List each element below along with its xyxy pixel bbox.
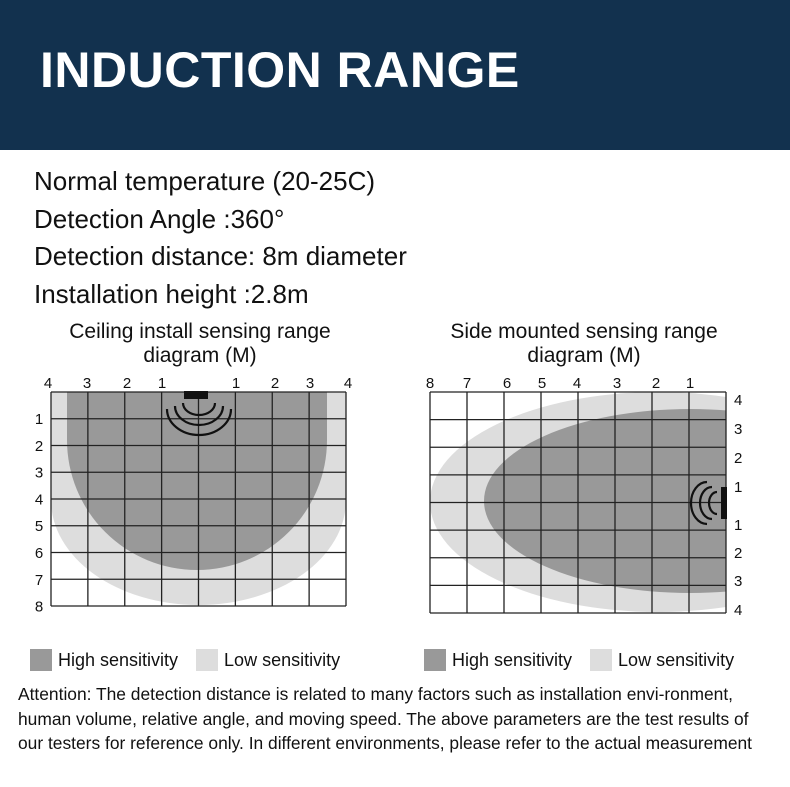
ceiling-left-tick-label: 7 xyxy=(35,572,43,589)
side-right-tick-label: 2 xyxy=(734,545,742,562)
side-top-tick-label: 1 xyxy=(686,375,694,392)
side-sensor-waves-icon xyxy=(689,480,718,526)
side-right-tick-label: 2 xyxy=(734,450,742,467)
side-top-tick-label: 5 xyxy=(538,375,546,392)
side-top-tick-label: 6 xyxy=(503,375,511,392)
ceiling-top-axis: 4 3 2 1 1 2 3 4 xyxy=(44,375,352,392)
side-diagram-title: Side mounted sensing range diagram (M) xyxy=(404,320,764,368)
side-range-diagram: 8 7 6 5 4 3 2 1 4 3 2 1 1 2 3 4 xyxy=(426,375,743,619)
ceiling-top-tick-label: 2 xyxy=(271,375,279,392)
low-sensitivity-label: Low sensitivity xyxy=(618,649,735,670)
side-top-tick-label: 3 xyxy=(613,375,621,392)
low-sensitivity-label: Low sensitivity xyxy=(224,649,341,670)
side-top-tick-label: 2 xyxy=(652,375,660,392)
ceiling-range-diagram: 4 3 2 1 1 2 3 4 1 2 3 4 5 6 7 8 xyxy=(35,375,352,616)
ceiling-legend: High sensitivity Low sensitivity xyxy=(30,648,358,672)
ceiling-left-tick-label: 4 xyxy=(35,491,43,508)
ceiling-left-tick-label: 1 xyxy=(35,411,43,428)
ceiling-top-tick-label: 3 xyxy=(306,375,314,392)
ceiling-left-tick-label: 8 xyxy=(35,599,43,616)
side-title-line1: Side mounted sensing range xyxy=(450,320,718,343)
ceiling-top-tick-label: 2 xyxy=(123,375,131,392)
side-right-tick-label: 3 xyxy=(734,573,742,590)
ceiling-top-tick-label: 1 xyxy=(158,375,166,392)
ceiling-title-line1: Ceiling install sensing range xyxy=(69,320,331,343)
side-legend: High sensitivity Low sensitivity xyxy=(424,648,752,672)
ceiling-top-tick-label: 4 xyxy=(44,375,52,392)
side-title-line2: diagram (M) xyxy=(527,344,641,367)
spec-installation-height: Installation height :2.8m xyxy=(34,278,309,309)
side-sensor-icon xyxy=(721,487,727,519)
ceiling-left-axis: 1 2 3 4 5 6 7 8 xyxy=(35,411,43,616)
ceiling-left-tick-label: 5 xyxy=(35,518,43,535)
low-sensitivity-swatch xyxy=(196,649,219,671)
high-sensitivity-label: High sensitivity xyxy=(452,649,573,670)
side-right-tick-label: 4 xyxy=(734,392,742,409)
ceiling-grid xyxy=(50,391,347,607)
ceiling-top-tick-label: 3 xyxy=(83,375,91,392)
side-right-tick-label: 4 xyxy=(734,602,742,619)
header-banner: INDUCTION RANGE xyxy=(0,0,790,150)
side-grid xyxy=(429,391,727,614)
side-top-axis: 8 7 6 5 4 3 2 1 xyxy=(426,375,694,392)
ceiling-left-tick-label: 3 xyxy=(35,465,43,482)
attention-note: Attention: The detection distance is rel… xyxy=(18,684,753,753)
ceiling-diagram-title: Ceiling install sensing range diagram (M… xyxy=(20,320,380,368)
high-sensitivity-swatch xyxy=(424,649,446,671)
side-high-sensitivity-zone xyxy=(484,409,726,593)
spec-detection-distance: Detection distance: 8m diameter xyxy=(34,241,407,271)
ceiling-top-tick-label: 4 xyxy=(344,375,352,392)
low-sensitivity-swatch xyxy=(590,649,613,671)
ceiling-sensor-waves-icon xyxy=(165,402,233,437)
side-right-tick-label: 1 xyxy=(734,517,742,534)
side-right-axis: 4 3 2 1 1 2 3 4 xyxy=(734,392,742,619)
page-title: INDUCTION RANGE xyxy=(40,42,520,98)
ceiling-left-tick-label: 2 xyxy=(35,438,43,455)
ceiling-sensor-icon xyxy=(184,391,208,399)
ceiling-left-tick-label: 6 xyxy=(35,545,43,562)
spec-detection-angle: Detection Angle :360° xyxy=(34,203,285,234)
side-right-tick-label: 1 xyxy=(734,479,742,496)
sensing-range-diagrams: 4 3 2 1 1 2 3 4 1 2 3 4 5 6 7 8 8 7 6 5 4 3 2 1 4 3 2 1 1 2 3 4 xyxy=(35,375,743,619)
ceiling-top-tick-label: 1 xyxy=(232,375,240,392)
side-top-tick-label: 8 xyxy=(426,375,434,392)
spec-list: Normal temperature (20-25C) Detection An… xyxy=(34,163,407,313)
side-top-tick-label: 7 xyxy=(463,375,471,392)
side-right-tick-label: 3 xyxy=(734,421,742,438)
ceiling-title-line2: diagram (M) xyxy=(143,344,257,367)
side-top-tick-label: 4 xyxy=(573,375,581,392)
spec-temperature: Normal temperature (20-25C) xyxy=(34,166,376,196)
high-sensitivity-swatch xyxy=(30,649,52,671)
high-sensitivity-label: High sensitivity xyxy=(58,649,179,670)
